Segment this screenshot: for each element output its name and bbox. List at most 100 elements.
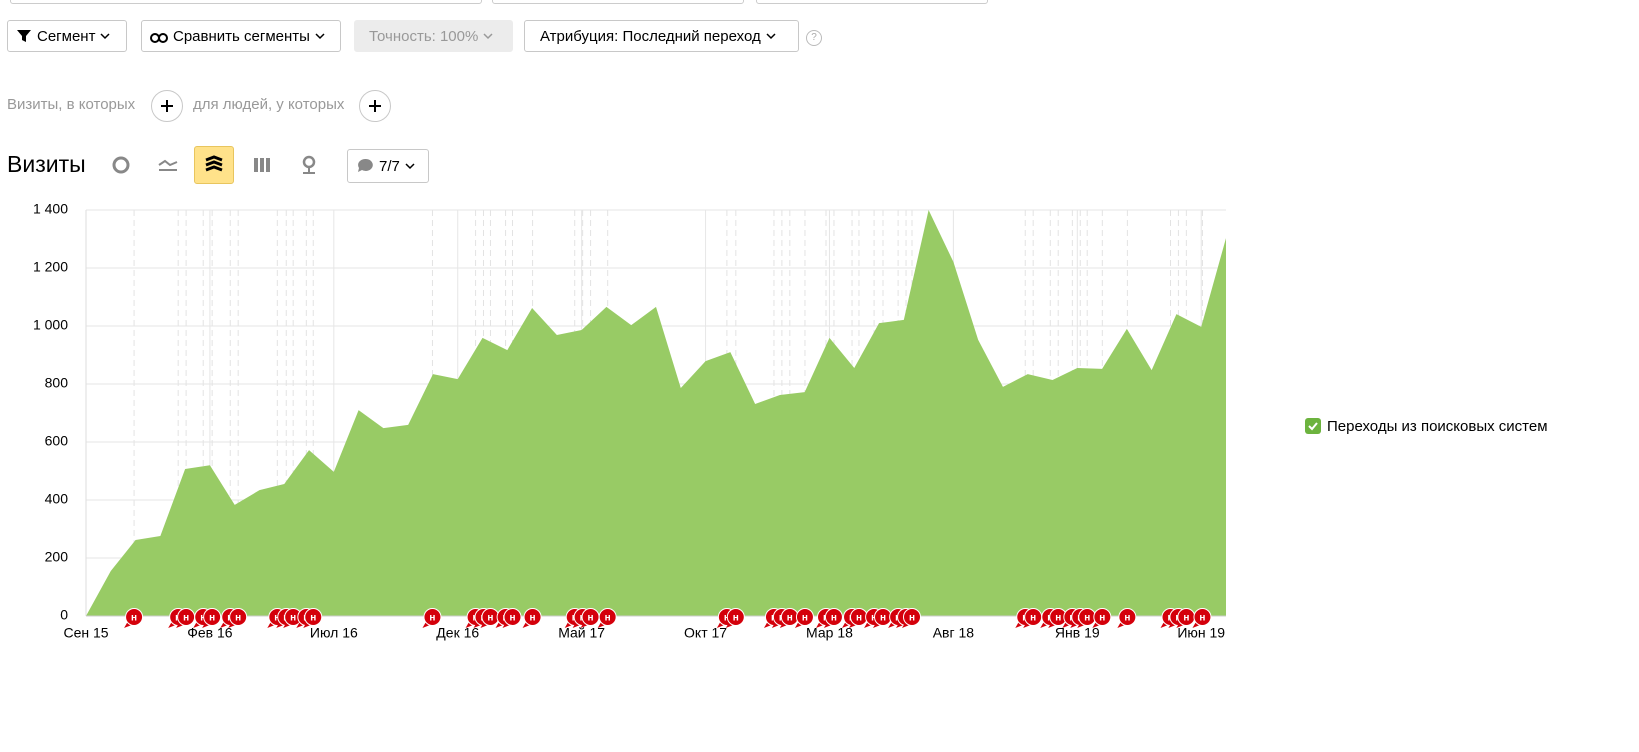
annotation-marker[interactable]: н	[202, 608, 222, 629]
marker-label: н	[1084, 613, 1090, 624]
line-icon	[158, 159, 178, 171]
area-icon	[205, 155, 223, 172]
marker-bubble	[598, 608, 617, 626]
filter-icon	[17, 30, 31, 42]
annotation-marker[interactable]: н	[902, 608, 922, 629]
legend-checkbox[interactable]	[1305, 418, 1321, 434]
marker-label: н	[733, 613, 739, 624]
marker-label: н	[1030, 613, 1036, 624]
x-tick-label: Июл 16	[310, 625, 358, 641]
y-tick-label: 800	[45, 375, 69, 391]
x-tick-label: Мар 18	[806, 625, 853, 641]
map-icon	[302, 155, 316, 174]
annotation-marker[interactable]: н	[597, 608, 617, 629]
annotation-marker[interactable]: н	[480, 608, 500, 629]
marker-bubble	[1093, 608, 1112, 626]
x-tick-label: Авг 18	[933, 625, 975, 641]
marker-bubble	[1193, 608, 1212, 626]
marker-bubble	[523, 608, 542, 626]
annotation-marker[interactable]: н	[779, 608, 799, 629]
marker-bubble	[726, 608, 745, 626]
annotations-toggle[interactable]: 7/7	[347, 149, 429, 183]
caret	[483, 33, 493, 40]
marker-label: н	[235, 613, 241, 624]
annotation-marker[interactable]: н	[848, 608, 868, 629]
segment-button[interactable]: Сегмент	[7, 20, 127, 52]
x-tick-label: Сен 15	[63, 625, 108, 641]
x-tick-label: Фев 16	[187, 625, 233, 641]
add-visit-filter[interactable]	[151, 90, 183, 122]
compare-button[interactable]: Сравнить сегменты	[141, 20, 341, 52]
annotation-marker[interactable]: н	[580, 608, 600, 629]
annotation-marker[interactable]: н	[283, 608, 303, 629]
y-tick-label: 0	[60, 607, 68, 623]
annotation-marker[interactable]: н	[228, 608, 248, 629]
annotation-marker[interactable]: н	[176, 608, 196, 629]
annotation-marker[interactable]: н	[1192, 608, 1212, 629]
caret	[100, 33, 110, 40]
plus-icon	[369, 100, 381, 112]
marker-label: н	[1183, 613, 1189, 624]
annotation-marker[interactable]: н	[422, 608, 442, 629]
accuracy-button[interactable]: Точность: 100%	[354, 20, 513, 52]
marker-label: н	[310, 613, 316, 624]
marker-label: н	[880, 613, 886, 624]
compare-icon	[150, 33, 168, 43]
y-tick-label: 600	[45, 433, 69, 449]
x-tick-label: Июн 19	[1177, 625, 1225, 641]
report-title: Визиты	[7, 151, 86, 177]
pie-view[interactable]	[101, 146, 141, 184]
area-view[interactable]	[194, 146, 234, 184]
area	[86, 210, 1226, 616]
marker-label: н	[487, 613, 493, 624]
button-label: Сравнить сегменты	[173, 27, 310, 45]
y-tick-label: 1 400	[33, 201, 68, 217]
annotation-marker[interactable]: н	[823, 608, 843, 629]
button-label: Сегмент	[37, 27, 96, 45]
attribution-button[interactable]: Атрибуция: Последний переход	[524, 20, 799, 52]
comment-icon	[358, 158, 373, 172]
add-people-filter[interactable]	[359, 90, 391, 122]
check-icon	[1308, 422, 1318, 431]
caret	[315, 33, 325, 40]
cut-input	[492, 0, 744, 4]
marker-label: н	[183, 613, 189, 624]
y-tick-label: 400	[45, 491, 69, 507]
marker-label: н	[1099, 613, 1105, 624]
help-icon[interactable]: ?	[806, 30, 822, 46]
x-tick-label: Дек 16	[436, 625, 479, 641]
annotation-marker[interactable]: н	[124, 608, 144, 629]
plus-icon	[161, 100, 173, 112]
bar-view[interactable]	[242, 146, 282, 184]
marker-bubble	[423, 608, 442, 626]
annotation-marker[interactable]: н	[1117, 608, 1137, 629]
cut-input	[10, 0, 482, 4]
annotation-marker[interactable]: н	[1092, 608, 1112, 629]
marker-label: н	[509, 613, 515, 624]
annotation-marker[interactable]: н	[794, 608, 814, 629]
button-label: 7/7	[379, 157, 400, 175]
annotation-marker[interactable]: н	[502, 608, 522, 629]
annotation-marker[interactable]: н	[522, 608, 542, 629]
marker-label: н	[831, 613, 837, 624]
marker-label: н	[787, 613, 793, 624]
y-tick-label: 1 000	[33, 317, 68, 333]
marker-bubble	[824, 608, 843, 626]
marker-label: н	[588, 613, 594, 624]
line-view[interactable]	[148, 146, 188, 184]
marker-label: н	[1124, 613, 1130, 624]
filter-visits: Визиты, в которых	[7, 96, 136, 113]
annotation-marker[interactable]: н	[873, 608, 893, 629]
marker-bubble	[203, 608, 222, 626]
map-view[interactable]	[289, 146, 329, 184]
marker-label: н	[605, 613, 611, 624]
caret	[766, 33, 776, 40]
y-tick-label: 200	[45, 549, 69, 565]
x-tick-label: Янв 19	[1055, 625, 1100, 641]
annotation-marker[interactable]: н	[303, 608, 323, 629]
annotation-marker[interactable]: н	[725, 608, 745, 629]
marker-bubble	[503, 608, 522, 626]
marker-bubble	[125, 608, 144, 626]
